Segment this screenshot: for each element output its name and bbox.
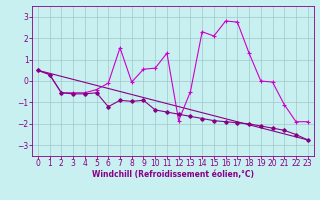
X-axis label: Windchill (Refroidissement éolien,°C): Windchill (Refroidissement éolien,°C) bbox=[92, 170, 254, 179]
